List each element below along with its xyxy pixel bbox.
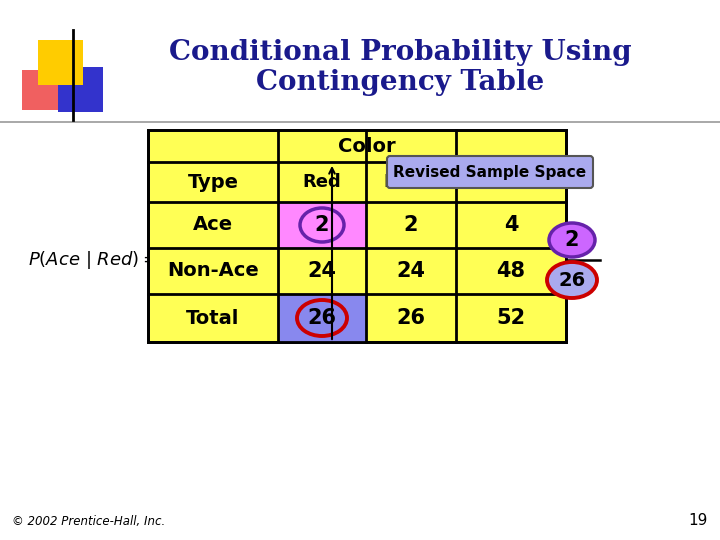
Text: Total: Total (485, 172, 538, 192)
Text: 52: 52 (496, 308, 526, 328)
Text: 26: 26 (559, 271, 585, 289)
Text: $2/52$: $2/52$ (451, 231, 489, 249)
Text: 24: 24 (307, 261, 336, 281)
Text: 2: 2 (404, 215, 418, 235)
Ellipse shape (547, 262, 597, 298)
Bar (58, 67, 103, 112)
Text: $=$: $=$ (397, 250, 419, 270)
Ellipse shape (297, 300, 347, 336)
Text: 4: 4 (504, 215, 518, 235)
Text: Color: Color (338, 137, 396, 156)
Text: 19: 19 (688, 513, 708, 528)
Text: Non-Ace: Non-Ace (167, 261, 259, 280)
Text: Total: Total (186, 308, 240, 327)
Bar (278, 294, 366, 342)
Ellipse shape (300, 208, 344, 242)
Bar (278, 202, 366, 248)
Text: $P(\mathit{Ace\ and\ Red})$: $P(\mathit{Ace\ and\ Red})$ (251, 231, 369, 249)
Bar (38, 40, 83, 85)
Text: Type: Type (187, 172, 238, 192)
Text: 2: 2 (315, 215, 329, 235)
Text: Red: Red (302, 173, 341, 191)
Text: $P(\mathit{Red})$: $P(\mathit{Red})$ (284, 271, 336, 289)
Bar (148, 130, 566, 342)
Text: 24: 24 (397, 261, 426, 281)
Text: $26/52$: $26/52$ (446, 271, 494, 289)
Text: Ace: Ace (193, 215, 233, 234)
Text: $P(\mathit{Ace}\ |\ \mathit{Red}) =$: $P(\mathit{Ace}\ |\ \mathit{Red}) =$ (28, 249, 158, 271)
Text: 48: 48 (497, 261, 526, 281)
Bar (22, 70, 62, 110)
Text: Conditional Probability Using: Conditional Probability Using (168, 38, 631, 65)
Ellipse shape (549, 223, 595, 257)
Text: 2: 2 (564, 230, 580, 250)
Text: 26: 26 (307, 308, 336, 328)
Text: Revised Sample Space: Revised Sample Space (393, 165, 587, 179)
Text: $=$: $=$ (517, 250, 539, 270)
Text: 26: 26 (397, 308, 426, 328)
Text: Contingency Table: Contingency Table (256, 69, 544, 96)
Text: Black: Black (384, 173, 438, 191)
Text: © 2002 Prentice-Hall, Inc.: © 2002 Prentice-Hall, Inc. (12, 515, 166, 528)
FancyBboxPatch shape (387, 156, 593, 188)
